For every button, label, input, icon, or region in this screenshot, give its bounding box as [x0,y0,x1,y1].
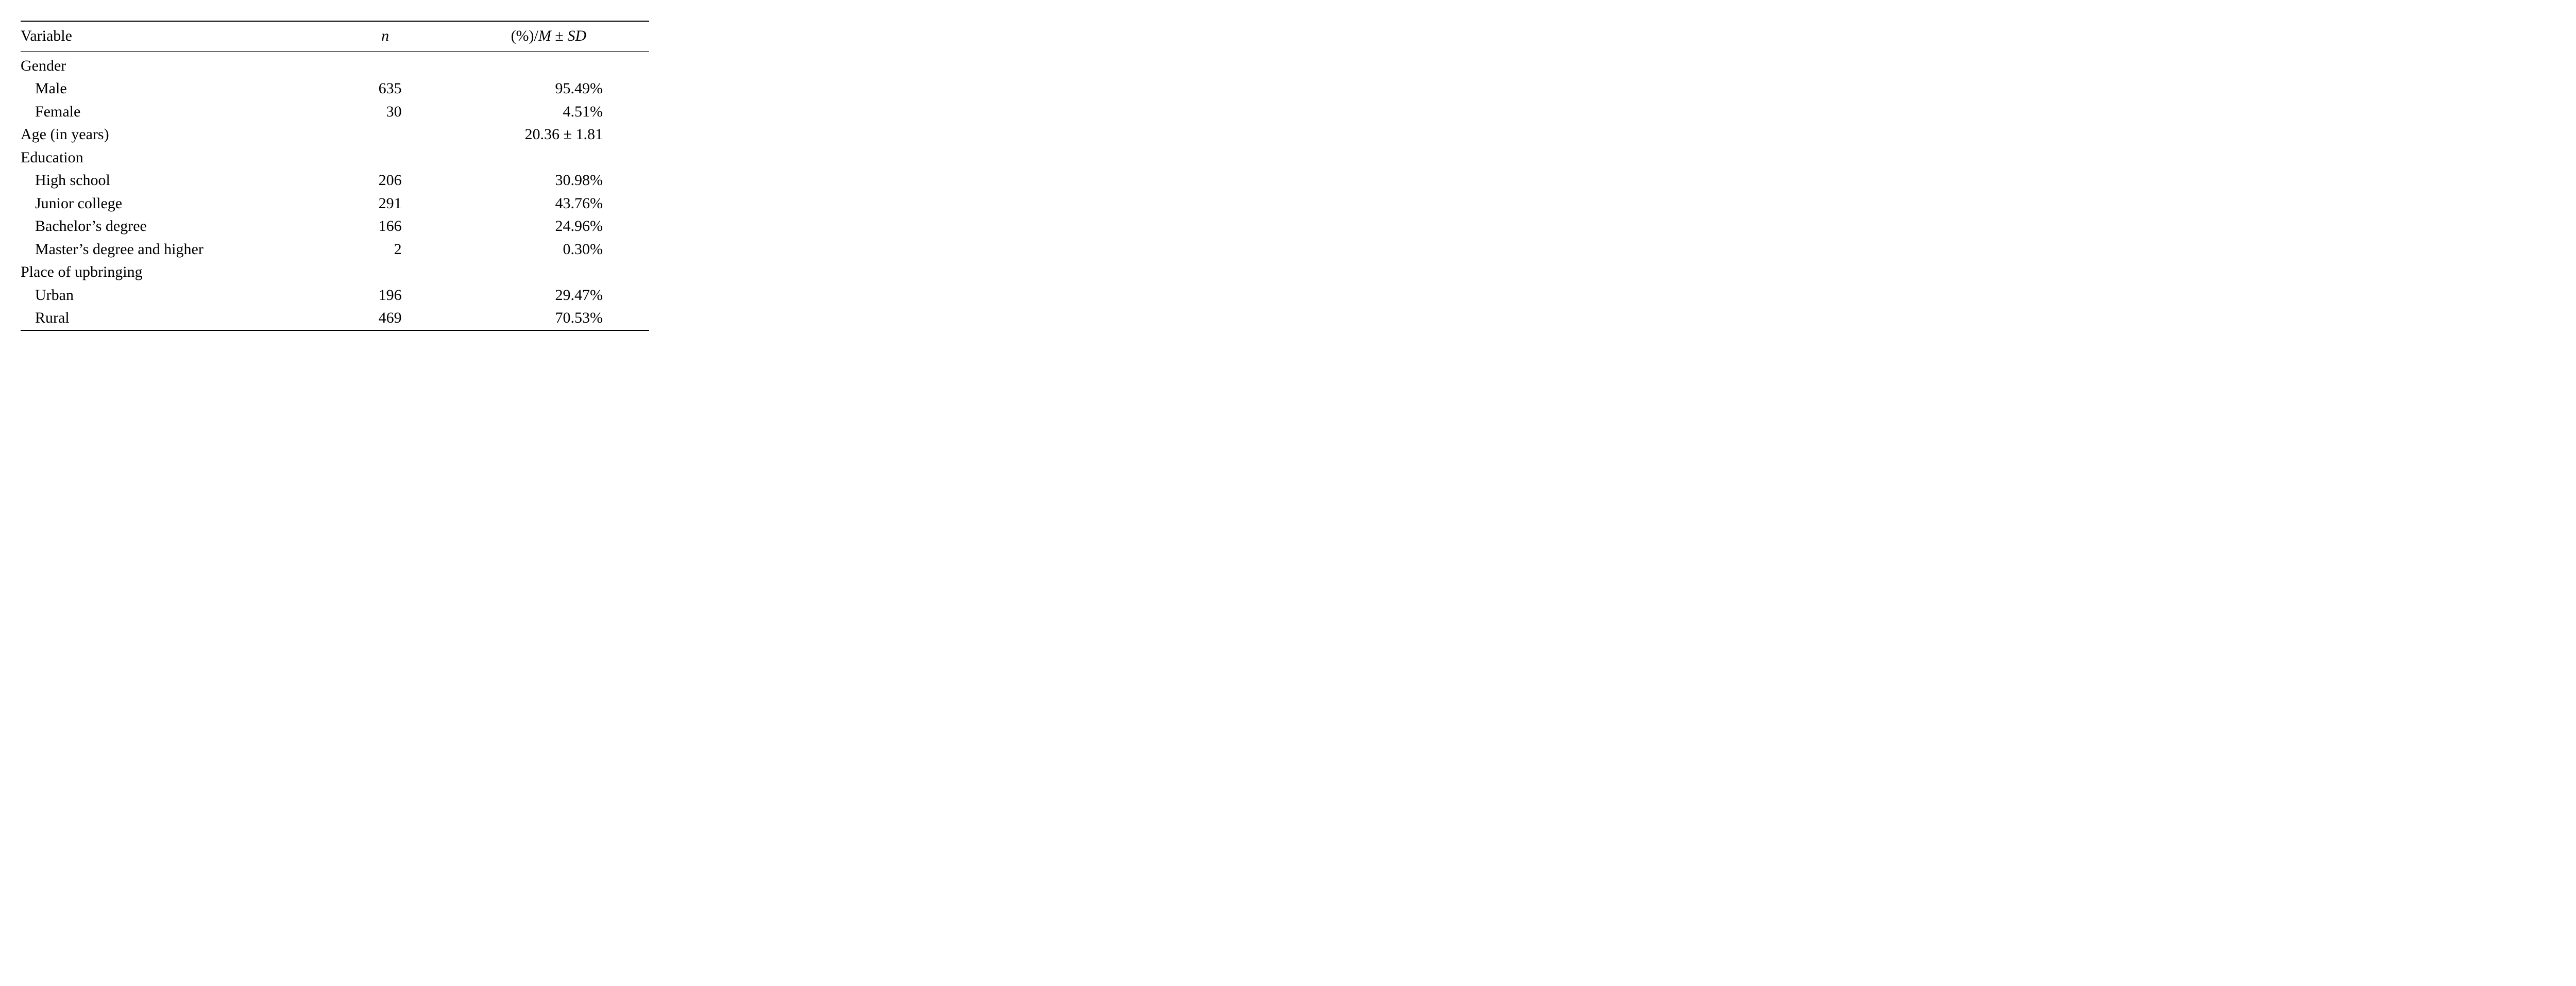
cell-stat: 70.53% [448,307,649,330]
cell-n: 635 [323,77,448,101]
item-label: Female [21,101,323,124]
table-row: Age (in years) 20.36 ± 1.81 [21,123,649,146]
cell-stat [448,51,649,77]
table-row: Female304.51% [21,101,649,124]
group-label: Place of upbringing [21,261,323,284]
col-header-n: n [323,21,448,51]
table-row: Place of upbringing [21,261,649,284]
cell-n: 196 [323,284,448,307]
table-row: Rural46970.53% [21,307,649,330]
cell-stat: 95.49% [448,77,649,101]
cell-n: 291 [323,192,448,215]
col-header-stat: (%)/M ± SD [448,21,649,51]
cell-n: 166 [323,215,448,238]
item-label: Bachelor’s degree [21,215,323,238]
table-row: Bachelor’s degree16624.96% [21,215,649,238]
cell-n [323,146,448,170]
table-header-row: Variable n (%)/M ± SD [21,21,649,51]
group-label: Gender [21,51,323,77]
cell-n: 30 [323,101,448,124]
cell-n [323,51,448,77]
cell-stat [448,146,649,170]
table-row: Education [21,146,649,170]
table-row: Urban19629.47% [21,284,649,307]
col-header-variable: Variable [21,21,323,51]
cell-stat: 43.76% [448,192,649,215]
table-body: GenderMale63595.49%Female304.51%Age (in … [21,51,649,330]
cell-stat [448,261,649,284]
table: Variable n (%)/M ± SD GenderMale63595.49… [21,21,649,331]
cell-stat: 0.30% [448,238,649,261]
demographics-table: Variable n (%)/M ± SD GenderMale63595.49… [21,21,649,331]
cell-stat: 20.36 ± 1.81 [448,123,649,146]
cell-stat: 30.98% [448,169,649,192]
cell-stat: 29.47% [448,284,649,307]
group-label: Age (in years) [21,123,323,146]
item-label: High school [21,169,323,192]
table-row: Master’s degree and higher20.30% [21,238,649,261]
cell-n [323,261,448,284]
group-label: Education [21,146,323,170]
cell-stat: 24.96% [448,215,649,238]
cell-n: 2 [323,238,448,261]
table-row: High school20630.98% [21,169,649,192]
cell-stat: 4.51% [448,101,649,124]
item-label: Urban [21,284,323,307]
item-label: Master’s degree and higher [21,238,323,261]
table-row: Gender [21,51,649,77]
cell-n: 469 [323,307,448,330]
item-label: Junior college [21,192,323,215]
cell-n: 206 [323,169,448,192]
cell-n [323,123,448,146]
item-label: Rural [21,307,323,330]
table-row: Male63595.49% [21,77,649,101]
table-row: Junior college29143.76% [21,192,649,215]
item-label: Male [21,77,323,101]
